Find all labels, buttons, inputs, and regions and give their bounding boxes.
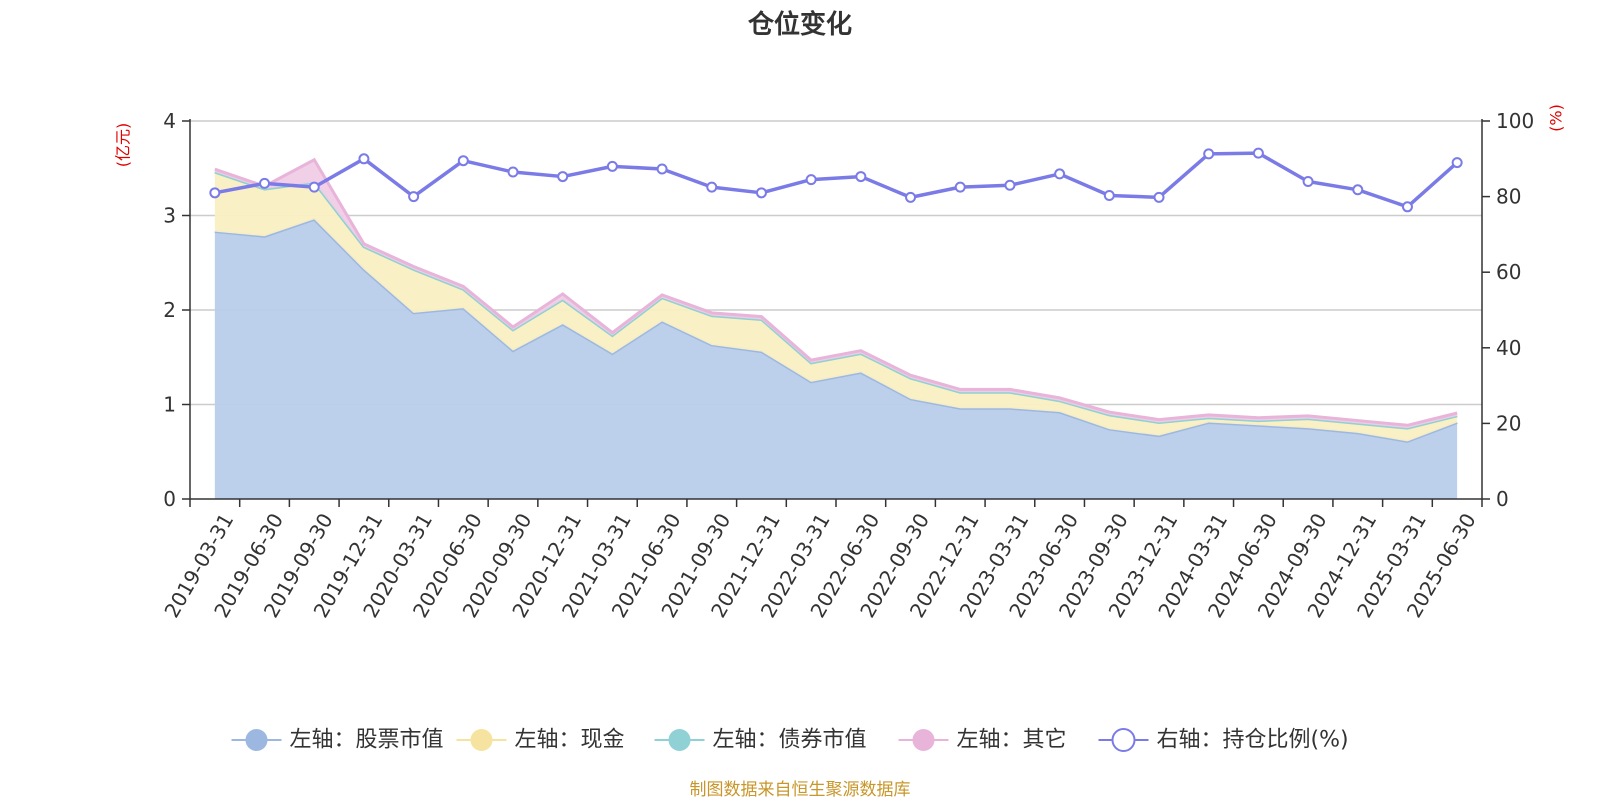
ratio-point bbox=[457, 155, 469, 167]
ratio-point bbox=[1252, 147, 1264, 159]
right-tick-label: 60 bbox=[1496, 260, 1521, 284]
legend-label: 左轴：其它 bbox=[957, 728, 1067, 753]
right-tick-label: 100 bbox=[1496, 109, 1534, 133]
right-tick-label: 20 bbox=[1496, 411, 1521, 435]
ratio-line-layer bbox=[209, 147, 1463, 213]
left-tick-label: 0 bbox=[163, 487, 176, 511]
left-tick-label: 4 bbox=[163, 109, 176, 133]
ratio-point bbox=[1004, 179, 1016, 191]
ratio-point bbox=[1103, 189, 1115, 201]
right-tick-label: 80 bbox=[1496, 185, 1521, 209]
ratio-point bbox=[1401, 201, 1413, 213]
legend-label: 右轴：持仓比例(%) bbox=[1157, 728, 1349, 753]
legend-swatch-marker bbox=[470, 729, 493, 751]
area-series-0 bbox=[214, 219, 1458, 499]
legend-label: 左轴：股票市值 bbox=[290, 728, 444, 753]
ratio-point bbox=[1451, 157, 1463, 169]
right-axis-unit: (%) bbox=[1547, 104, 1566, 132]
ratio-point bbox=[408, 191, 420, 203]
ratio-point bbox=[308, 181, 320, 193]
ratio-point bbox=[755, 187, 767, 199]
legend-label: 左轴：债券市值 bbox=[713, 728, 867, 753]
ratio-point bbox=[557, 171, 569, 183]
area-series-1 bbox=[214, 172, 1458, 442]
legend-item-4: 右轴：持仓比例(%) bbox=[1098, 728, 1349, 753]
legend: 左轴：股票市值 左轴：现金 左轴：债券市值 左轴：其它 右轴：持仓比例(%) bbox=[231, 728, 1349, 753]
legend-swatch-marker bbox=[1111, 728, 1136, 752]
right-tick-label: 40 bbox=[1496, 336, 1521, 360]
ratio-point bbox=[1054, 168, 1066, 180]
ratio-point bbox=[1352, 184, 1364, 196]
ratio-point bbox=[855, 171, 867, 183]
ratio-point bbox=[656, 163, 668, 175]
ratio-point bbox=[905, 191, 917, 203]
stacked-areas bbox=[214, 157, 1458, 499]
source-note: 制图数据来自恒生聚源数据库 bbox=[690, 780, 911, 800]
legend-swatch-marker bbox=[912, 729, 935, 751]
ratio-point bbox=[259, 177, 271, 189]
ratio-point bbox=[1302, 175, 1314, 187]
area-edge-series-3 bbox=[214, 157, 1458, 427]
left-tick-label: 2 bbox=[163, 298, 176, 322]
ratio-point bbox=[1153, 191, 1165, 203]
legend-swatch-marker bbox=[668, 729, 691, 751]
ratio-line bbox=[214, 151, 1459, 209]
legend-label: 左轴：现金 bbox=[515, 728, 625, 753]
left-tick-label: 1 bbox=[163, 393, 176, 417]
ratio-point bbox=[358, 153, 370, 165]
legend-swatch-marker bbox=[245, 729, 268, 751]
left-axis-unit: (亿元) bbox=[114, 123, 133, 168]
right-tick-label: 0 bbox=[1496, 487, 1509, 511]
legend-item-3: 左轴：其它 bbox=[898, 728, 1067, 753]
ratio-point bbox=[507, 166, 519, 178]
ratio-point bbox=[805, 174, 817, 186]
ratio-point bbox=[954, 181, 966, 193]
legend-item-2: 左轴：债券市值 bbox=[654, 728, 867, 753]
ratio-point bbox=[1203, 148, 1215, 160]
ratio-point bbox=[209, 187, 221, 199]
chart-title: 仓位变化 bbox=[747, 9, 852, 40]
left-tick-label: 3 bbox=[163, 204, 176, 228]
legend-item-1: 左轴：现金 bbox=[456, 728, 625, 753]
legend-item-0: 左轴：股票市值 bbox=[231, 728, 444, 753]
ratio-point bbox=[606, 160, 618, 172]
ratio-point bbox=[706, 181, 718, 193]
